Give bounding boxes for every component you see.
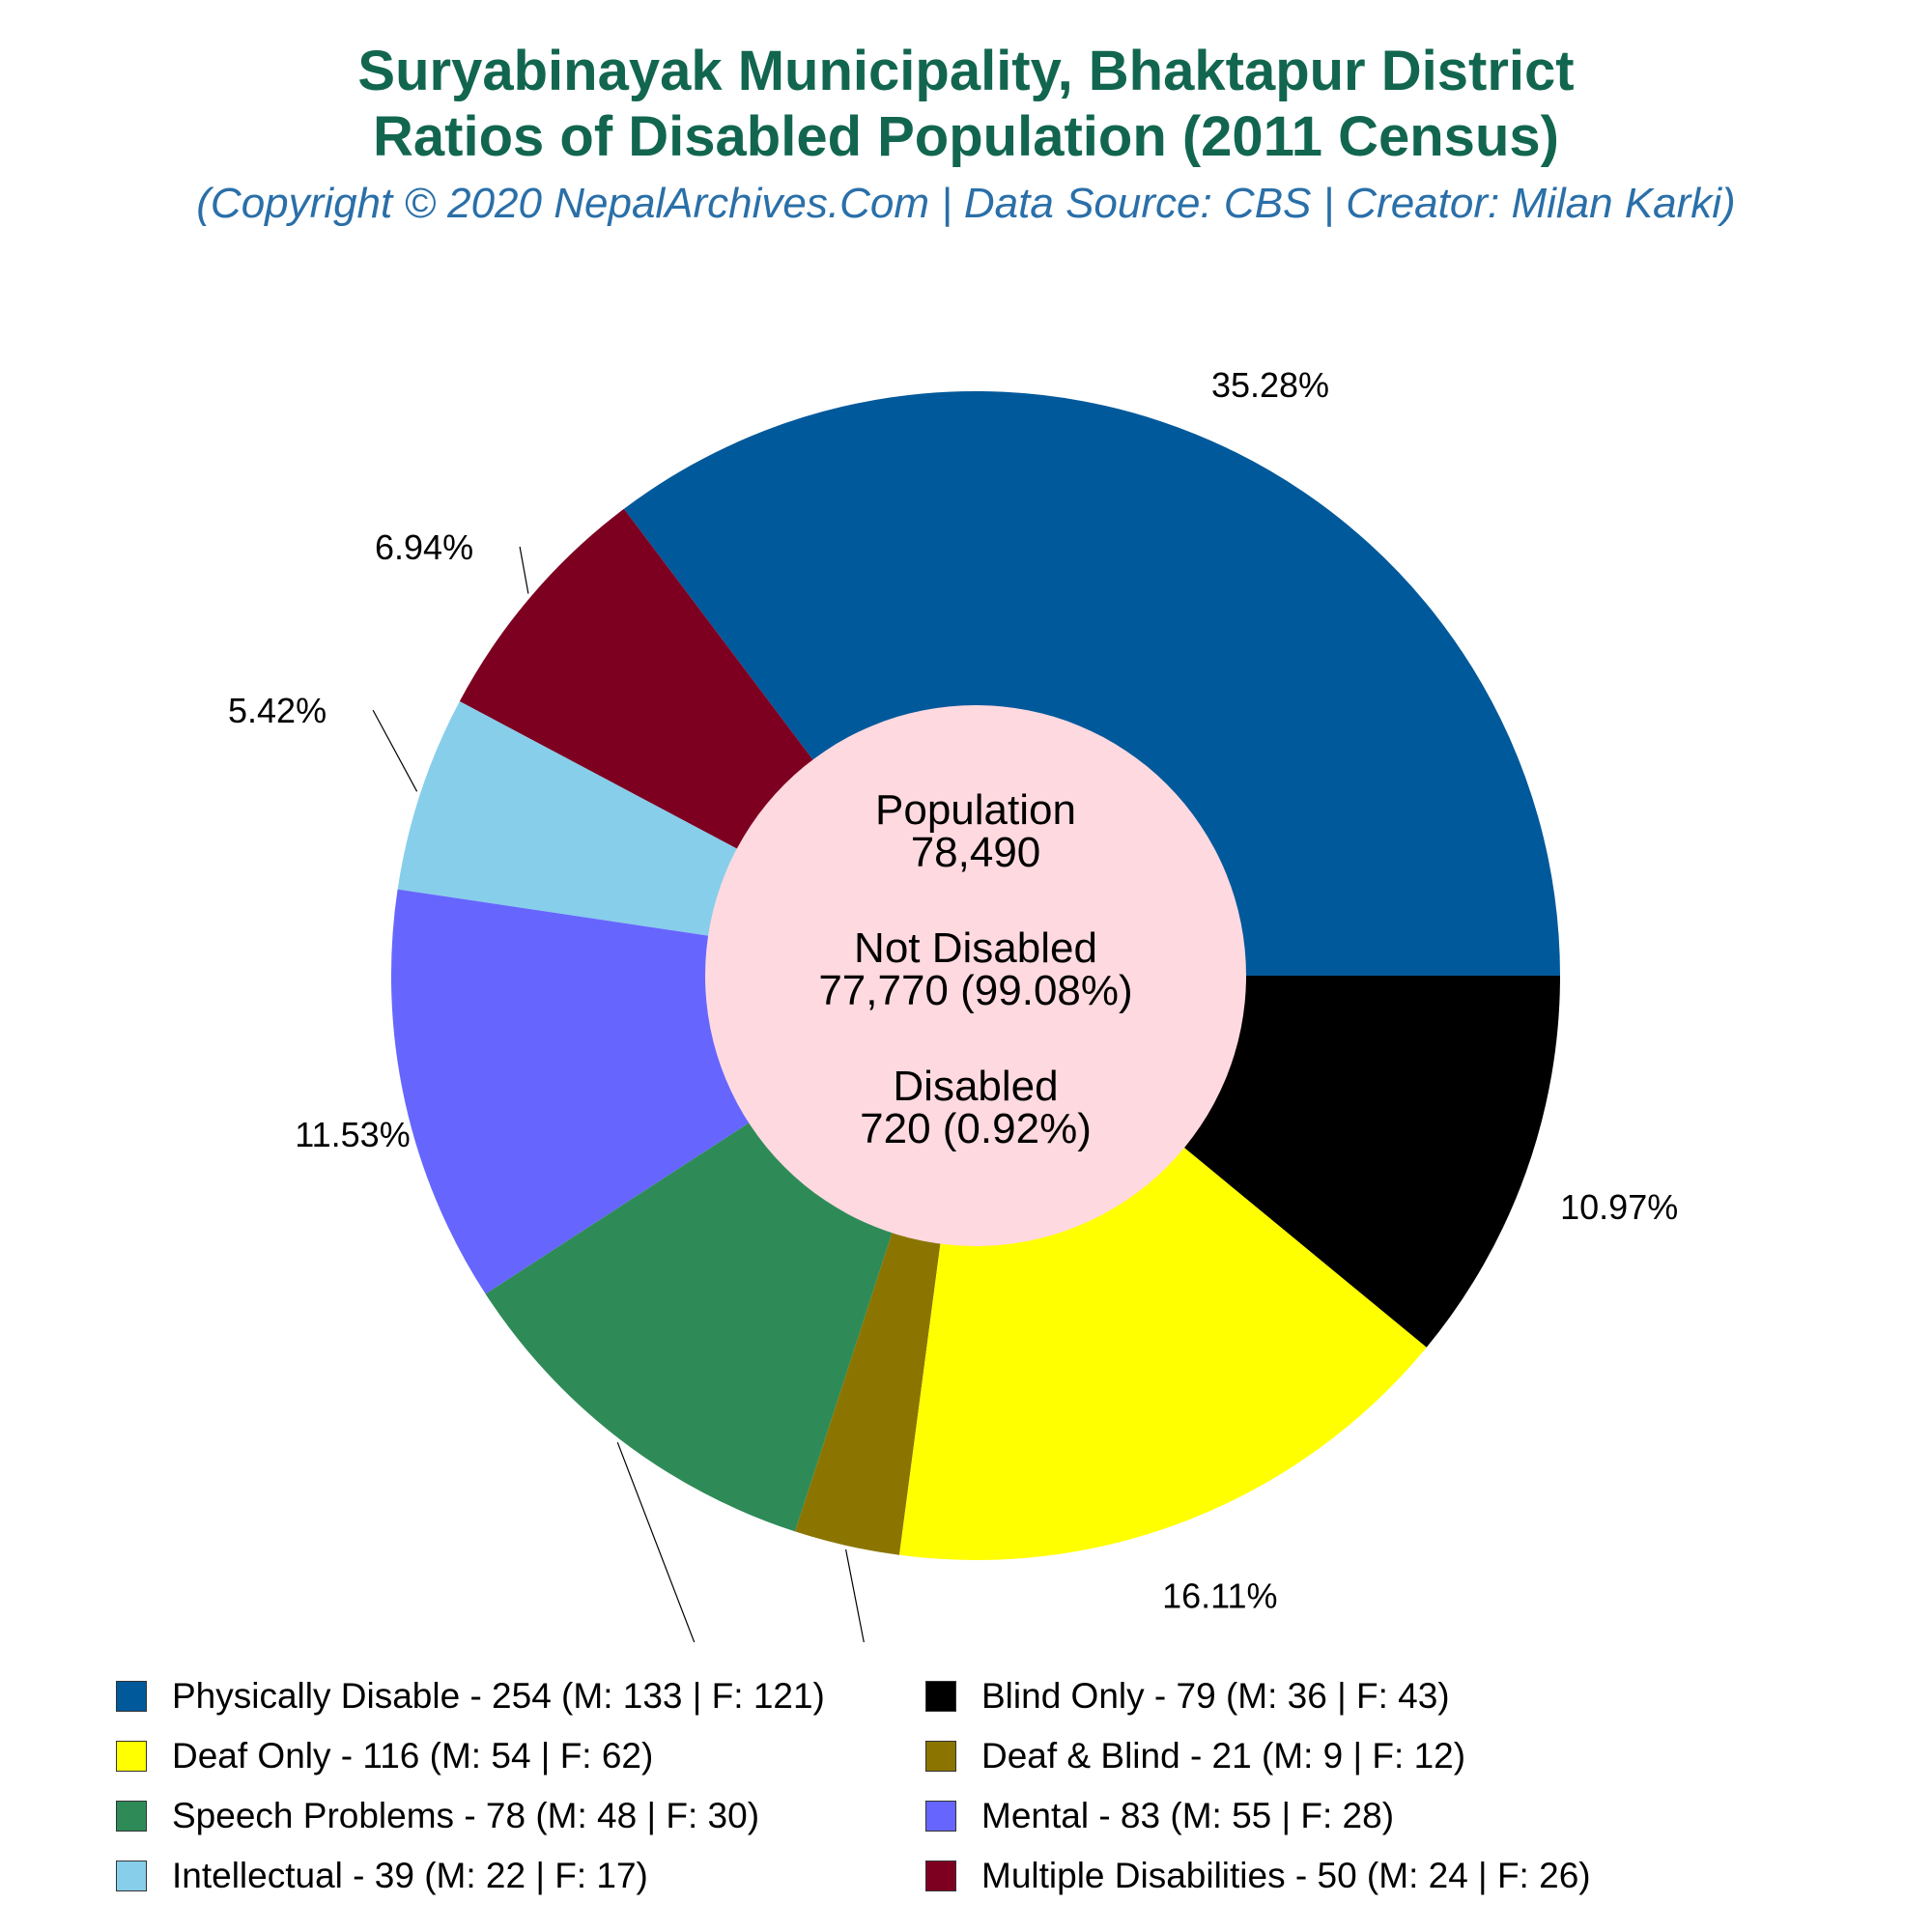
- leader-line-speech-problems: [616, 1441, 696, 1642]
- chart-title-line-1: Suryabinayak Municipality, Bhaktapur Dis…: [357, 40, 1575, 102]
- legend-item-intellectual: Intellectual - 39 (M: 22 | F: 17): [116, 1846, 648, 1906]
- legend-label: Mental - 83 (M: 55 | F: 28): [981, 1796, 1395, 1835]
- chart-subtitle: (Copyright © 2020 NepalArchives.Com | Da…: [196, 180, 1736, 227]
- legend-label: Deaf Only - 116 (M: 54 | F: 62): [172, 1736, 654, 1776]
- percent-label-mental: 11.53%: [295, 1115, 410, 1154]
- percent-label-multiple-disabilities: 6.94%: [375, 527, 473, 567]
- slice-physically-disable: [623, 390, 1560, 977]
- leader-line-multiple-disabilities: [519, 546, 529, 594]
- leader-line-deaf-and-blind: [845, 1548, 865, 1642]
- legend-swatch: [925, 1681, 956, 1712]
- center-population-label: Population: [875, 786, 1076, 834]
- legend-item-mental: Mental - 83 (M: 55 | F: 28): [925, 1786, 1394, 1846]
- legend-item-physically-disable: Physically Disable - 254 (M: 133 | F: 12…: [116, 1666, 825, 1726]
- center-disc: [705, 705, 1246, 1246]
- legend-item-blind-only: Blind Only - 79 (M: 36 | F: 43): [925, 1666, 1450, 1726]
- center-not-disabled-label: Not Disabled: [854, 924, 1097, 972]
- legend-label: Deaf & Blind - 21 (M: 9 | F: 12): [981, 1736, 1466, 1776]
- percent-label-physically-disable: 35.28%: [1211, 365, 1329, 405]
- legend-swatch: [925, 1741, 956, 1772]
- legend-swatch: [116, 1861, 147, 1891]
- percent-labels: 35.28%6.94%5.42%11.53%10.83%2.92%16.11%1…: [228, 365, 1678, 1642]
- center-population-value: 78,490: [911, 829, 1041, 876]
- percent-label-deaf-and-blind: 2.92%: [723, 1640, 821, 1642]
- legend-item-deaf-and-blind: Deaf & Blind - 21 (M: 9 | F: 12): [925, 1726, 1465, 1786]
- chart-title-block: Suryabinayak Municipality, Bhaktapur Dis…: [0, 39, 1932, 234]
- legend-swatch: [116, 1741, 147, 1772]
- leader-line-intellectual: [372, 709, 418, 792]
- legend-swatch: [925, 1861, 956, 1891]
- legend-item-multiple-disabilities: Multiple Disabilities - 50 (M: 24 | F: 2…: [925, 1846, 1591, 1906]
- center-disabled-label: Disabled: [893, 1063, 1058, 1110]
- percent-label-intellectual: 5.42%: [228, 691, 327, 730]
- legend-label: Intellectual - 39 (M: 22 | F: 17): [172, 1856, 648, 1895]
- legend-swatch: [116, 1681, 147, 1712]
- legend-label: Physically Disable - 254 (M: 133 | F: 12…: [172, 1676, 825, 1716]
- center-not-disabled-value: 77,770 (99.08%): [818, 967, 1132, 1014]
- legend-label: Speech Problems - 78 (M: 48 | F: 30): [172, 1796, 760, 1835]
- percent-label-blind-only: 10.97%: [1560, 1187, 1678, 1227]
- leader-lines: [372, 546, 865, 1642]
- chart-title-line-2: Ratios of Disabled Population (2011 Cens…: [373, 105, 1559, 168]
- legend-swatch: [116, 1801, 147, 1832]
- legend-swatch: [925, 1801, 956, 1832]
- legend-item-deaf-only: Deaf Only - 116 (M: 54 | F: 62): [116, 1726, 653, 1786]
- legend-item-speech-problems: Speech Problems - 78 (M: 48 | F: 30): [116, 1786, 759, 1846]
- legend-label: Multiple Disabilities - 50 (M: 24 | F: 2…: [981, 1856, 1591, 1895]
- percent-label-deaf-only: 16.11%: [1162, 1577, 1277, 1616]
- legend-label: Blind Only - 79 (M: 36 | F: 43): [981, 1676, 1450, 1716]
- donut-chart: 35.28%6.94%5.42%11.53%10.83%2.92%16.11%1…: [228, 365, 1678, 1642]
- center-disabled-value: 720 (0.92%): [860, 1105, 1092, 1152]
